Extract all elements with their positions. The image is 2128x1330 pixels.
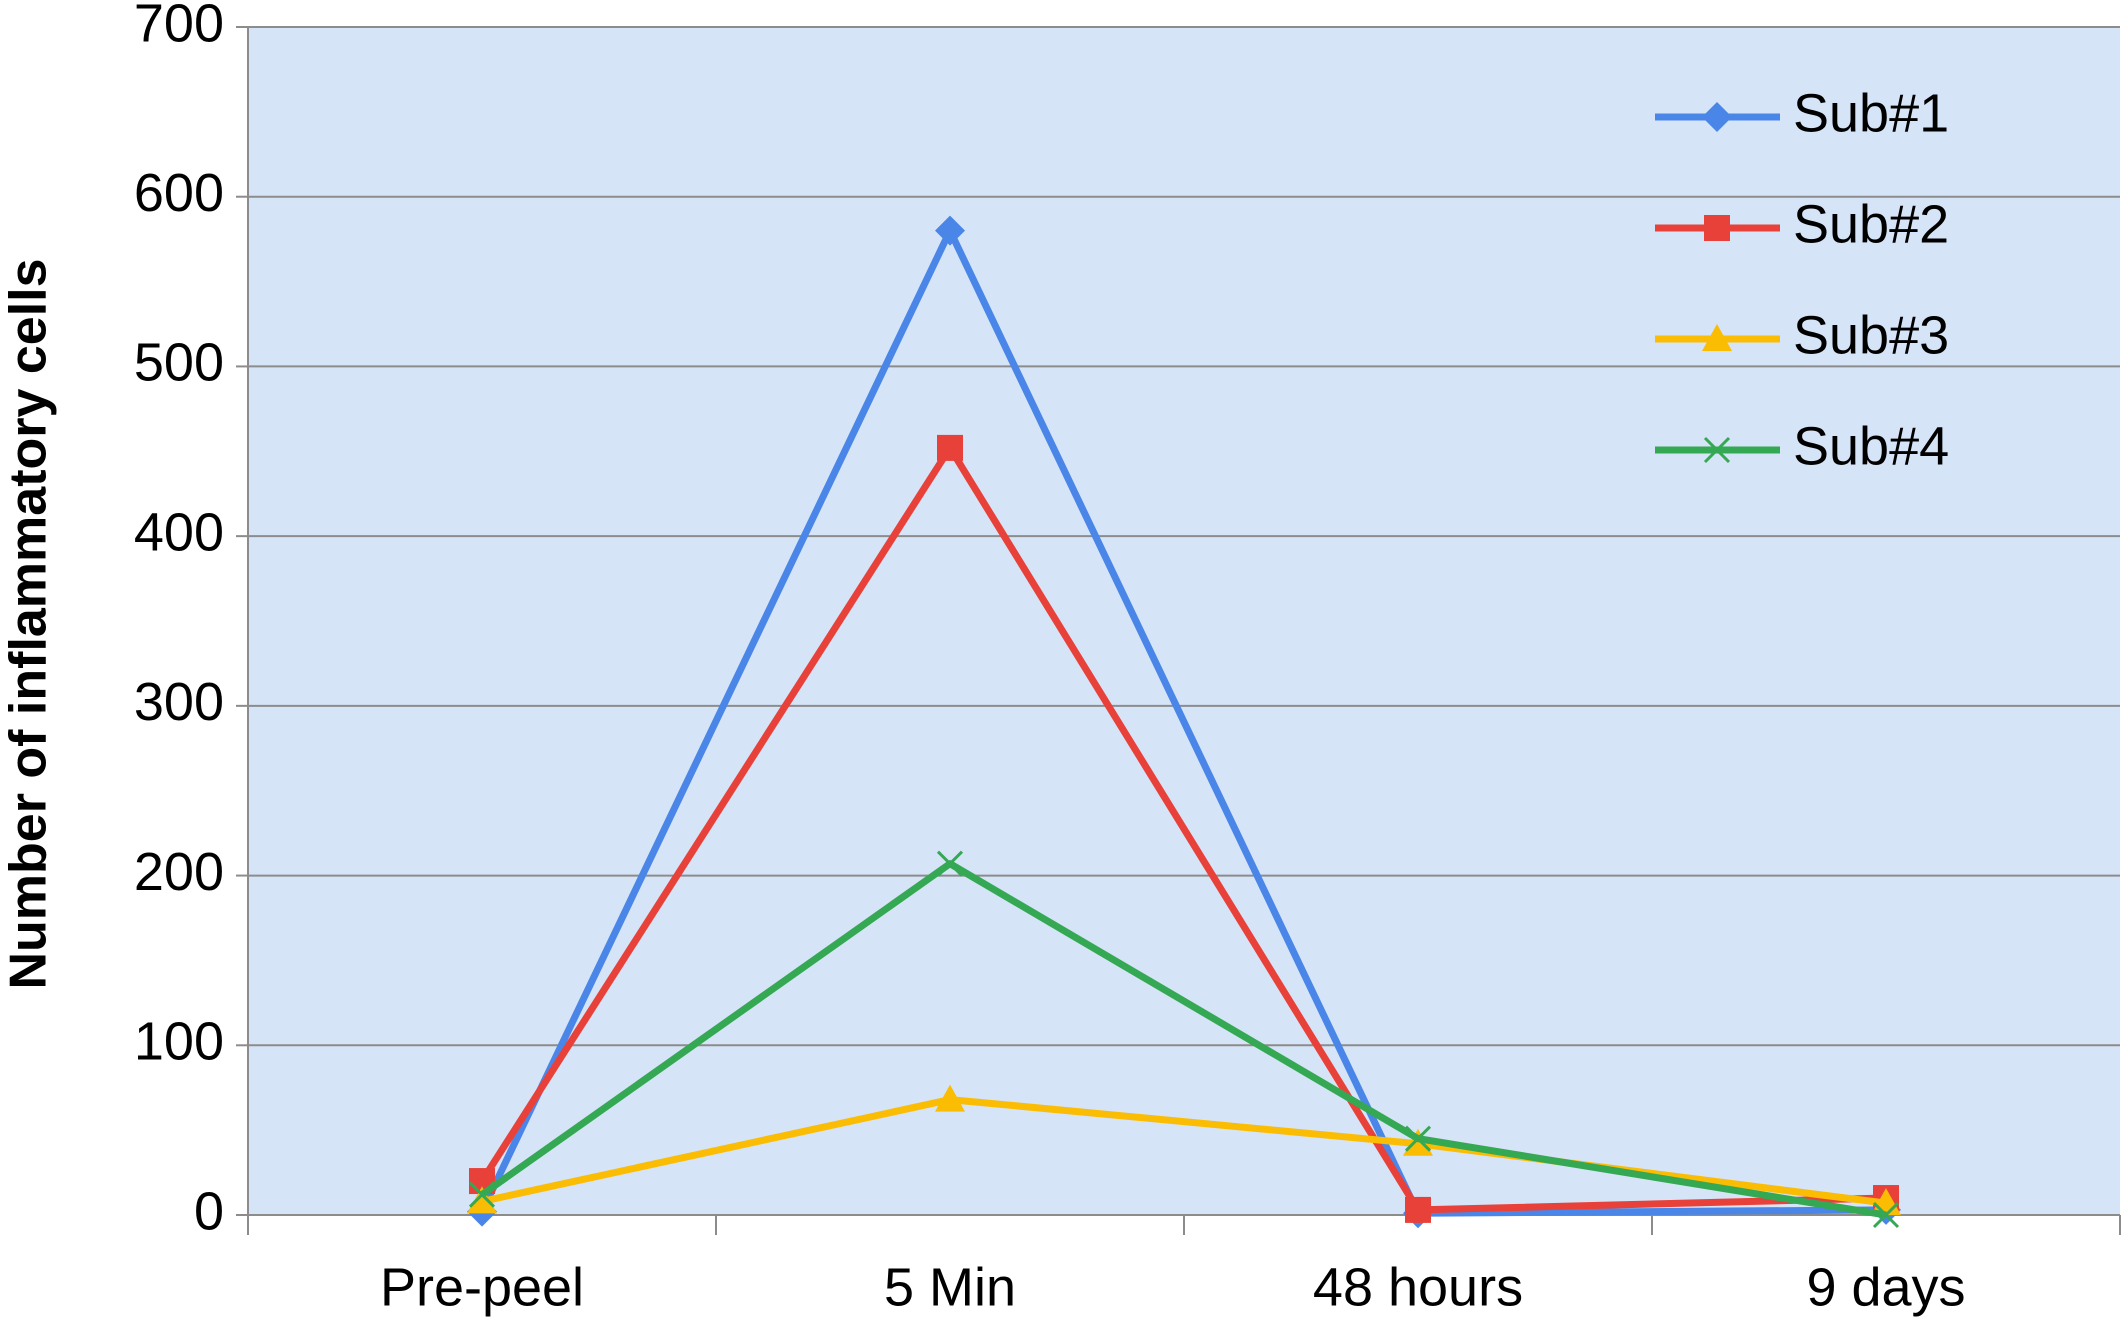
x-tick-label: 5 Min [884, 1257, 1016, 1317]
y-tick-label: 0 [194, 1181, 224, 1241]
marker [467, 1186, 497, 1214]
y-axis-title: Number of inflammatory cells [0, 258, 58, 989]
marker [1702, 102, 1732, 132]
y-tick-label: 100 [134, 1012, 224, 1072]
legend-label: Sub#3 [1793, 305, 1949, 365]
marker [1404, 1125, 1432, 1152]
marker [1403, 1128, 1433, 1156]
legend-label: Sub#4 [1793, 416, 1949, 476]
y-tick-label: 200 [134, 842, 224, 902]
y-tick-label: 400 [134, 502, 224, 562]
marker [936, 850, 964, 877]
marker [1704, 215, 1730, 241]
marker [937, 434, 963, 461]
y-tick-label: 700 [134, 0, 224, 53]
marker [468, 1181, 496, 1208]
x-tick-label: 48 hours [1313, 1257, 1523, 1317]
y-tick-label: 600 [134, 163, 224, 223]
marker [1702, 324, 1732, 351]
plot-area [248, 27, 2120, 1215]
marker [1872, 1201, 1900, 1229]
legend-label: Sub#2 [1793, 194, 1949, 254]
x-tick-label: 9 days [1806, 1257, 1965, 1317]
x-tick-label: Pre-peel [380, 1257, 584, 1317]
series-line [478, 227, 1887, 1217]
y-tick-label: 300 [134, 672, 224, 732]
marker [935, 1084, 965, 1112]
y-tick-label: 500 [134, 333, 224, 393]
marker [935, 215, 965, 246]
marker [1405, 1196, 1431, 1223]
marker [1703, 436, 1731, 464]
series-line [479, 860, 1887, 1219]
series-line [479, 444, 1887, 1214]
legend-label: Sub#1 [1793, 83, 1949, 143]
